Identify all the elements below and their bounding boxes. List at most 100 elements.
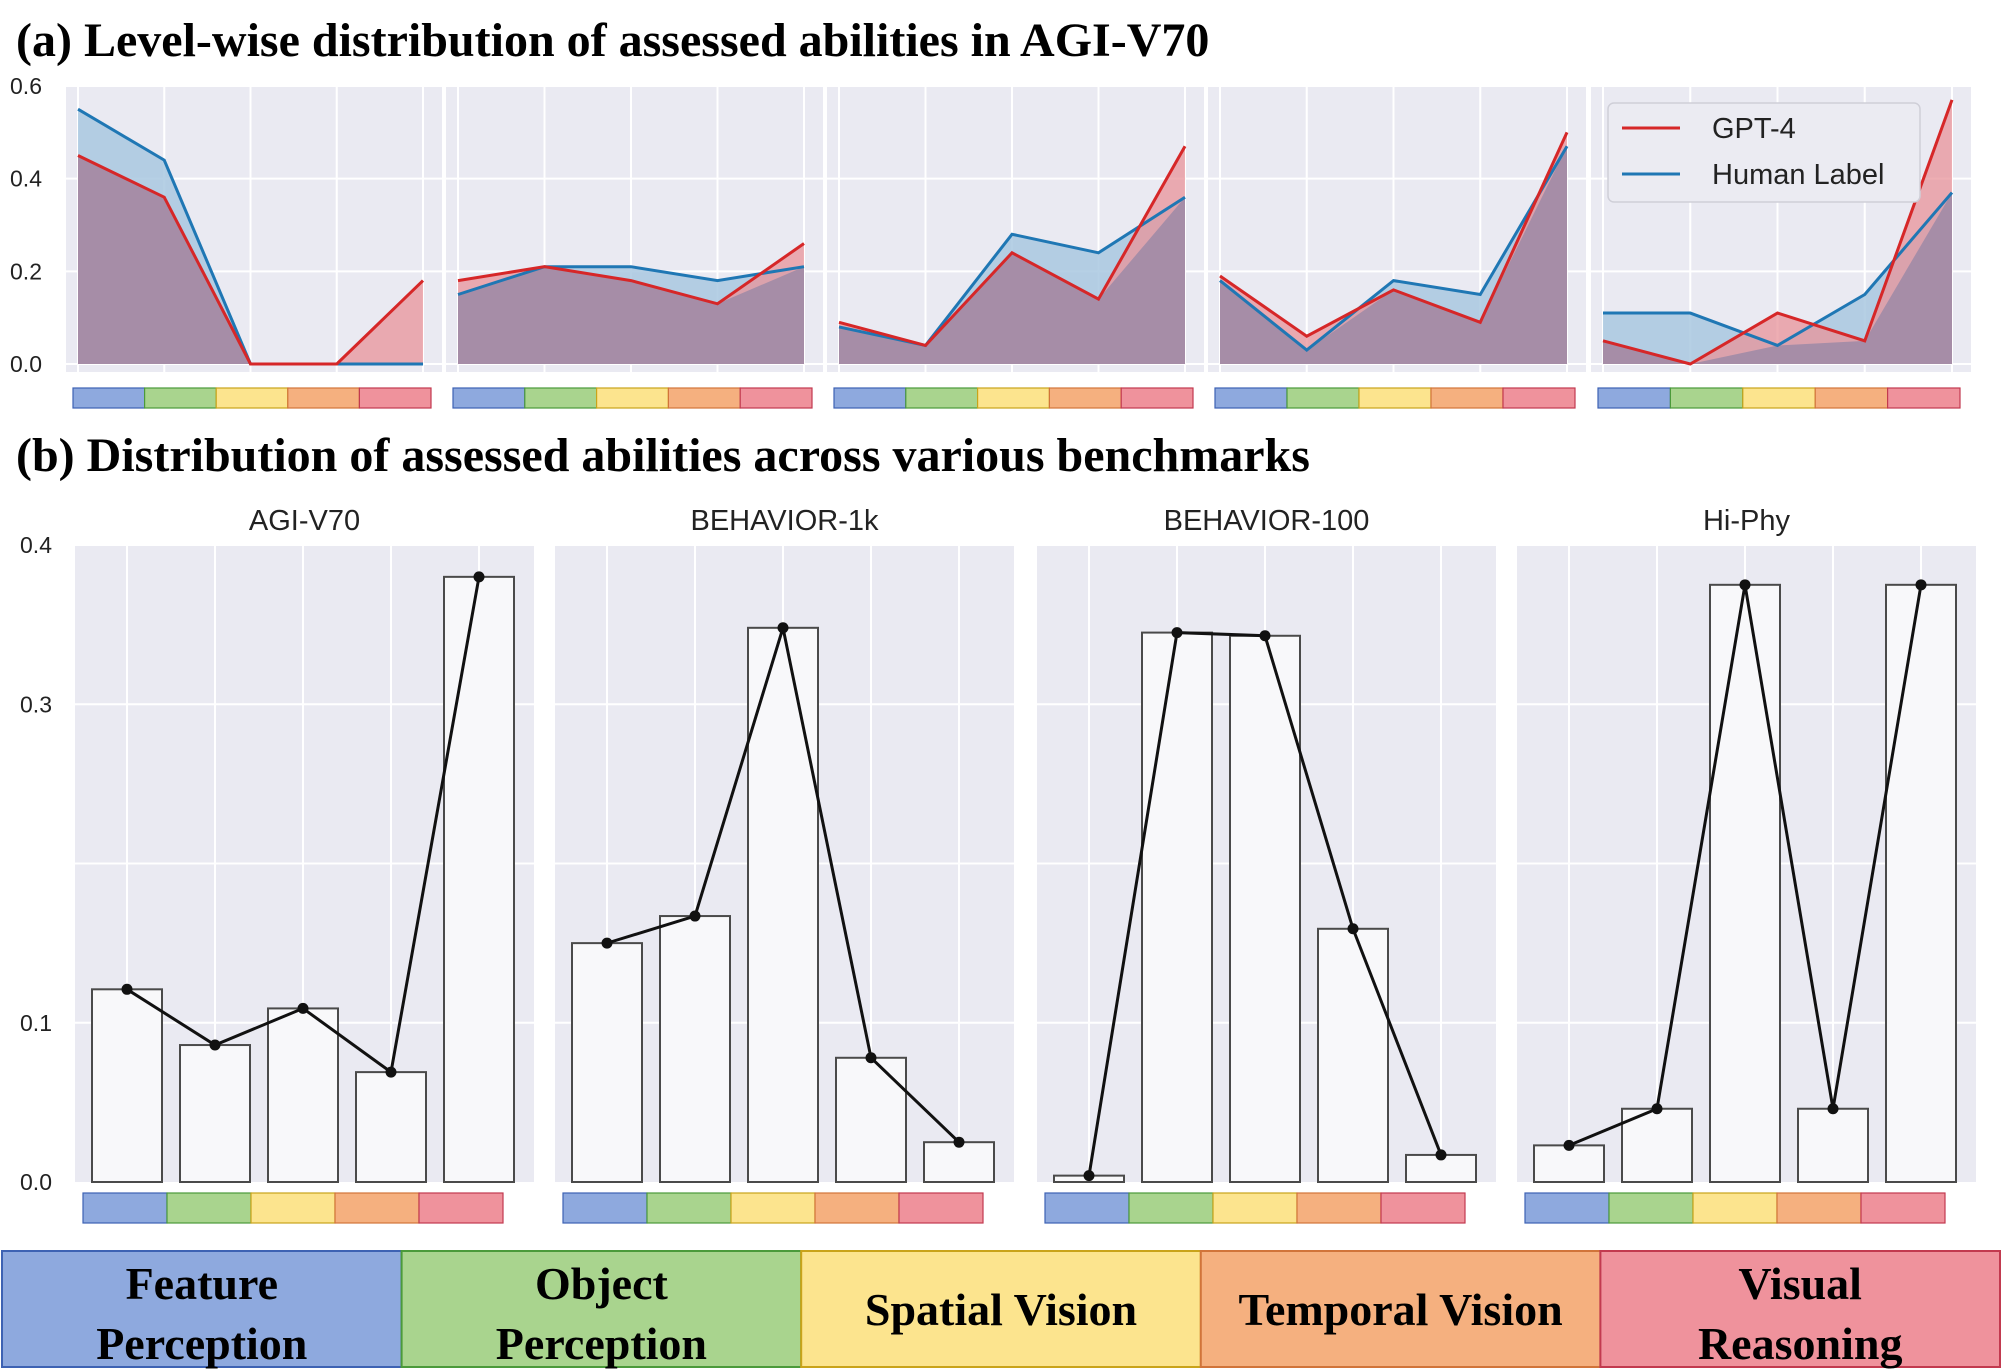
chart-a: 0.0 0.2 0.4 0.6 GPT-4 Human Label [10,73,1971,409]
bar [1885,583,1957,1183]
chart-a-panel-3-cat-4 [1048,387,1122,409]
chart-a-panel-3 [827,85,1204,409]
human-label-line [1219,145,1569,353]
chart-a-ytick-label: 0.2 [10,258,42,284]
chart-b-panel-4-cat-2 [1608,1192,1694,1224]
category-legend-label: Temporal Vision [1238,1284,1562,1335]
data-point [1739,579,1751,591]
chart-b-panel-2-cat-5 [898,1192,984,1224]
data-point [1563,1139,1575,1151]
bar [1229,634,1301,1183]
data-point [209,1039,221,1051]
chart-b-ytick-label: 0.3 [20,691,52,717]
data-point [1083,1170,1095,1182]
gpt4-line [1219,131,1569,338]
data-point [121,983,133,995]
chart-a-panel-5-cat-2 [1669,387,1744,409]
chart-a-panel-3-cat-3 [976,387,1050,409]
category-legend-swatch [1199,1250,1602,1368]
chart-a-panel-2-cat-1 [452,387,526,409]
gpt4-line [838,145,1187,348]
category-legend-label: Feature Perception [96,1258,307,1369]
data-point [1651,1103,1663,1115]
chart-a-ytick-label: 0.0 [10,351,42,377]
chart-b-panel-4: Hi-Phy [1517,505,1976,1224]
chart-b-panel-1-cat-3 [250,1192,336,1224]
chart-a-panel-2 [446,85,823,409]
bar [747,626,819,1183]
data-point [1827,1103,1839,1115]
human-label-area [1603,192,1952,364]
chart-a-panel-4-cat-4 [1430,387,1504,409]
chart-b-panel-2-cat-2 [646,1192,732,1224]
category-legend-item-2: Object Perception [400,1250,803,1369]
gpt4-line [77,154,425,366]
chart-b-panel-4-cat-3 [1692,1192,1778,1224]
category-legend-swatch [1,1250,403,1368]
overlap-area [458,266,804,364]
chart-b-panel-1-cat-5 [418,1192,504,1224]
bar [179,1044,251,1184]
chart-a-panel-1-cat-2 [144,387,217,409]
bar [1141,631,1213,1183]
chart-a-panel-5-cat-3 [1742,387,1816,409]
chart-b-ytick-label: 0.4 [20,532,52,558]
chart-b-panel-1-cat-2 [166,1192,252,1224]
chart-b-title: (b) Distribution of assessed abilities a… [16,429,1310,482]
bar [1317,927,1389,1183]
category-legend-item-5: Visual Reasoning [1599,1250,2002,1369]
data-point [953,1136,965,1148]
data-point [297,1002,309,1014]
chart-a-panel-4 [1208,85,1586,409]
data-point [1435,1149,1447,1161]
chart-b-panel-title: Hi-Phy [1703,505,1791,537]
bar [355,1071,427,1184]
data-point [1347,923,1359,935]
chart-b-panel-title: AGI-V70 [249,505,360,537]
chart-b-panel-2-cat-4 [814,1192,900,1224]
bar [923,1141,995,1183]
chart-b: 0.0 0.1 0.3 0.4 AGI-V70 BEHAVIOR-1k BEHAVIOR-1… [20,505,1976,1224]
data-point [865,1052,877,1064]
legend-human-label: Human Label [1712,159,1885,191]
category-legend-item-4: Temporal Vision [1199,1250,1602,1368]
chart-a-ytick-label: 0.6 [10,73,42,99]
category-legend: Feature Perception Object Perception Spatial… [1,1250,2002,1369]
bar [443,575,515,1183]
chart-b-panel-3: BEHAVIOR-100 [1037,505,1496,1224]
data-point [1171,627,1183,639]
legend-gpt4-label: GPT-4 [1712,113,1796,145]
chart-a-legend: GPT-4 Human Label [1607,102,1921,203]
bar [1797,1107,1869,1183]
chart-b-panel-3-cat-2 [1128,1192,1214,1224]
chart-a-panel-2-cat-4 [667,387,741,409]
human-label-line [457,265,805,296]
chart-b-panel-2-cat-1 [562,1192,648,1224]
chart-b-panel-4-cat-1 [1524,1192,1610,1224]
data-point [777,622,789,634]
bar [267,1007,339,1183]
overlap-area [839,197,1185,364]
bar [1621,1107,1693,1183]
chart-a-panel-3-cat-5 [1120,387,1194,409]
bar [835,1056,907,1184]
chart-b-panel-title: BEHAVIOR-1k [690,505,879,537]
chart-b-panel-3-cat-4 [1296,1192,1382,1224]
chart-a-panel-4-cat-5 [1502,387,1576,409]
category-legend-label: Object Perception [496,1258,707,1369]
chart-b-panel-3-cat-1 [1044,1192,1130,1224]
gpt4-line [457,242,805,306]
chart-a-panel-2-cat-5 [739,387,813,409]
chart-a-panel-2-cat-2 [524,387,598,409]
chart-b-panel-2: BEHAVIOR-1k [555,505,1014,1224]
category-legend-swatch [1599,1250,2002,1368]
chart-a-panel-5-cat-5 [1886,387,1961,409]
data-point [689,910,701,922]
chart-b-panel-title: BEHAVIOR-100 [1164,505,1370,537]
overlap-area [1603,192,1952,364]
data-point [473,571,485,583]
chart-b-panel-1-cat-4 [334,1192,420,1224]
category-legend-label: Visual Reasoning [1698,1258,1902,1369]
chart-a-panel-4-cat-3 [1358,387,1432,409]
